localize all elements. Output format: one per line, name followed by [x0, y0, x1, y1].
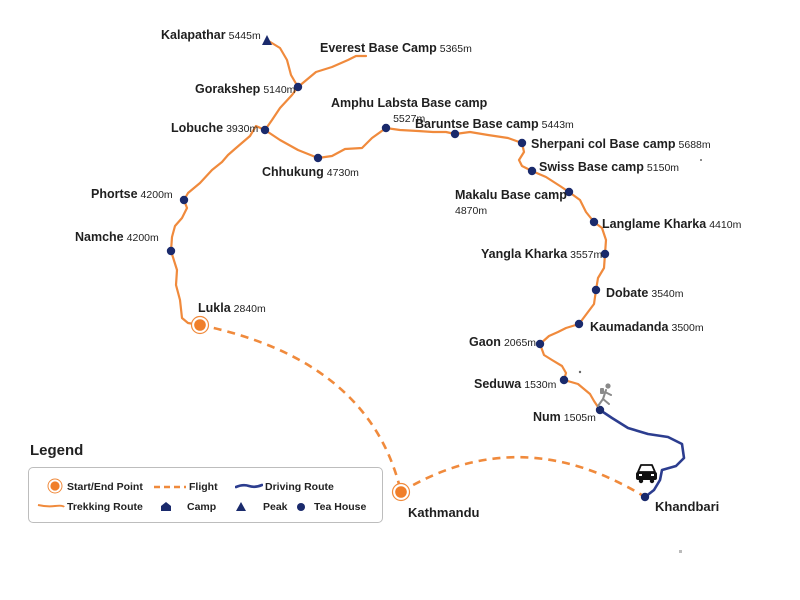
- flight-kathmandu-khandbari: [400, 455, 646, 499]
- legend-trekking: Trekking Route: [67, 501, 143, 513]
- teahouse-legend-icon: [297, 503, 305, 511]
- car-icon: [636, 464, 657, 484]
- peak-legend-icon: [236, 502, 246, 511]
- teahouse-chhukung: [313, 153, 323, 163]
- teahouse-sherpani: [517, 138, 527, 148]
- start-end-kathmandu: [391, 482, 411, 502]
- legend-driving: Driving Route: [265, 481, 334, 493]
- teahouse-seduwa: [559, 375, 569, 385]
- label-baruntse: Baruntse Base camp 5443m: [415, 117, 574, 131]
- flight-lukla-kathmandu: [199, 323, 403, 493]
- label-kaumadanda: Kaumadanda 3500m: [590, 320, 704, 334]
- teahouse-makalu: [564, 187, 574, 197]
- teahouse-dobate: [591, 285, 601, 295]
- legend-box: Start/End Point Flight Driving Route Tre…: [28, 467, 383, 523]
- label-chhukung: Chhukung 4730m: [262, 165, 359, 179]
- label-kalapathar: Kalapathar 5445m: [161, 28, 261, 42]
- start-end-point-icon: [47, 478, 63, 494]
- teahouse-phortse: [179, 195, 189, 205]
- teahouse-swiss: [527, 166, 537, 176]
- driving-route-line: [598, 408, 686, 499]
- teahouse-gaon: [535, 339, 545, 349]
- label-lobuche: Lobuche 3930m: [171, 121, 259, 135]
- label-everest-base-camp: Everest Base Camp 5365m: [320, 41, 472, 55]
- legend: Legend Start/End Point Flight Driving Ro…: [0, 436, 385, 536]
- label-swiss: Swiss Base camp 5150m: [539, 160, 680, 174]
- label-amphu-labsta: Amphu Labsta Base camp 5527m: [331, 96, 488, 125]
- teahouse-yangla: [600, 249, 610, 259]
- teahouse-amphu: [381, 123, 391, 133]
- hiker-icon: [597, 383, 612, 407]
- teahouse-kaumadanda: [574, 319, 584, 329]
- label-langlame: Langlame Kharka 4410m: [602, 217, 742, 231]
- start-end-lukla: [190, 315, 210, 335]
- legend-peak: Peak: [263, 501, 288, 513]
- trekking-route-icon: [37, 504, 65, 508]
- teahouse-namche: [166, 246, 176, 256]
- label-seduwa: Seduwa 1530m: [474, 377, 557, 391]
- label-yangla: Yangla Kharka 3557m: [481, 247, 603, 261]
- peak-icon: [262, 35, 272, 45]
- label-dobate: Dobate 3540m: [606, 286, 684, 300]
- teahouse-langlame: [589, 217, 599, 227]
- label-gorakshep: Gorakshep 5140m: [195, 82, 296, 96]
- legend-camp: Camp: [187, 501, 217, 513]
- teahouse-khandbari: [640, 492, 650, 502]
- legend-flight: Flight: [189, 481, 218, 493]
- teahouse-baruntse: [450, 129, 460, 139]
- legend-title: Legend: [30, 442, 84, 459]
- trekking-route-line: [169, 38, 608, 412]
- legend-start-end: Start/End Point: [67, 481, 143, 493]
- label-gaon: Gaon 2065m: [469, 335, 537, 349]
- label-khandbari: Khandbari: [655, 499, 720, 514]
- camp-icon: [161, 502, 171, 511]
- driving-route-icon: [235, 483, 263, 489]
- label-makalu: Makalu Base camp 4870m: [455, 188, 567, 217]
- teahouse-gorakshep: [293, 82, 303, 92]
- teahouse-lobuche: [260, 125, 270, 135]
- label-sherpani: Sherpani col Base camp 5688m: [531, 137, 711, 151]
- legend-teahouse: Tea House: [314, 501, 367, 513]
- flight-line-icon: [154, 485, 186, 489]
- teahouse-num: [595, 405, 605, 415]
- label-namche: Namche 4200m: [75, 230, 159, 244]
- label-num: Num 1505m: [533, 410, 596, 424]
- label-phortse: Phortse 4200m: [91, 187, 173, 201]
- label-kathmandu: Kathmandu: [408, 505, 480, 520]
- label-lukla: Lukla 2840m: [198, 301, 266, 315]
